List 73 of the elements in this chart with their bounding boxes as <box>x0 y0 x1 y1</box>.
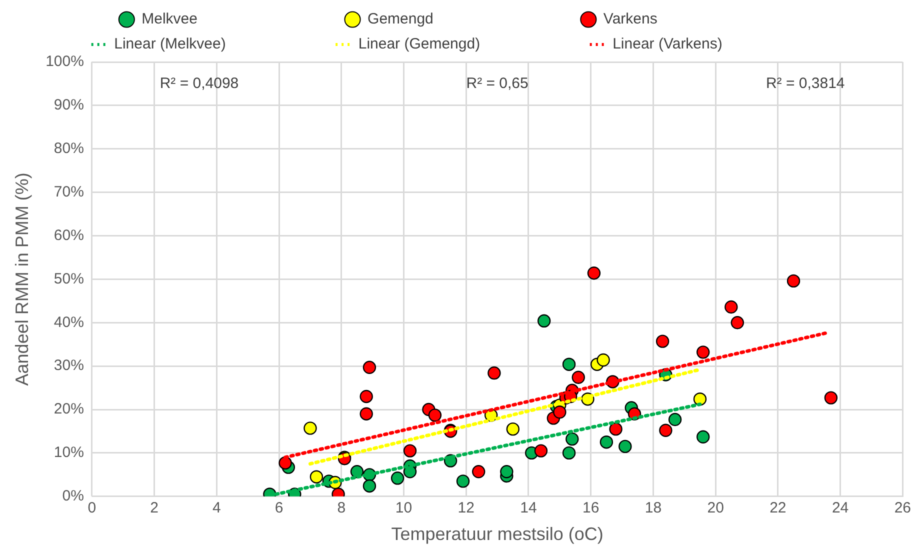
y-axis-title: Aandeel RMM in PMM (%) <box>12 172 32 386</box>
point <box>587 266 601 280</box>
legend-label: Linear (Melkvee) <box>114 36 326 53</box>
point <box>362 479 376 493</box>
point <box>362 360 376 374</box>
point <box>428 408 442 422</box>
point <box>596 353 610 367</box>
y-tick-label: 100% <box>46 53 84 70</box>
x-tick-label: 22 <box>770 500 786 517</box>
point <box>730 316 744 330</box>
point <box>618 440 632 454</box>
x-tick-label: 4 <box>212 500 221 517</box>
point <box>553 406 566 419</box>
point <box>824 391 838 404</box>
y-tick-label: 0% <box>62 488 84 505</box>
annotation: R² = 0,65 <box>466 75 528 92</box>
y-tick-label: 40% <box>54 314 84 331</box>
legend-label: Linear (Varkens) <box>612 36 822 53</box>
point <box>562 358 576 371</box>
point <box>310 470 324 484</box>
x-tick-label: 0 <box>88 500 96 517</box>
x-tick-label: 26 <box>894 500 911 517</box>
point <box>668 412 682 426</box>
point <box>534 444 548 458</box>
point <box>403 444 417 458</box>
point <box>572 370 585 384</box>
x-axis-title: Temperatuur mestsilo (oC) <box>391 524 604 544</box>
x-tick-label: 2 <box>150 500 158 517</box>
point <box>488 366 501 380</box>
y-tick-label: 80% <box>54 140 84 158</box>
point <box>562 446 576 460</box>
legend-label: Melkvee <box>142 10 336 28</box>
point <box>506 422 520 436</box>
y-tick-label: 10% <box>54 444 84 462</box>
y-tick-label: 90% <box>54 96 84 114</box>
y-tick-label: 60% <box>54 226 84 244</box>
point <box>600 436 614 449</box>
point <box>456 474 470 488</box>
y-tick-label: 70% <box>54 183 84 200</box>
x-tick-label: 16 <box>582 500 600 517</box>
x-tick-label: 10 <box>395 500 412 517</box>
y-tick-label: 30% <box>54 357 84 374</box>
x-tick-label: 24 <box>832 500 849 517</box>
point <box>360 390 373 404</box>
legend-label: Gemengd <box>368 10 571 28</box>
point <box>696 430 710 444</box>
legend-label: Linear (Gemengd) <box>358 36 580 53</box>
point <box>537 314 551 328</box>
point <box>724 300 738 314</box>
x-tick-label: 6 <box>274 500 284 517</box>
y-tick-label: 50% <box>54 270 84 288</box>
x-tick-label: 18 <box>644 500 662 517</box>
legend-label: Varkens <box>603 10 795 28</box>
point <box>696 346 710 359</box>
x-tick-label: 8 <box>337 500 346 517</box>
point <box>786 274 800 288</box>
point <box>360 407 373 420</box>
point <box>566 432 579 446</box>
point <box>609 422 622 436</box>
point <box>304 422 317 435</box>
x-tick-label: 12 <box>458 500 474 517</box>
point <box>500 465 514 478</box>
y-tick-label: 20% <box>54 400 84 418</box>
point <box>693 392 707 406</box>
x-tick-label: 14 <box>520 500 537 517</box>
point <box>390 472 404 485</box>
annotation: R² = 0,4098 <box>160 75 239 92</box>
point <box>278 456 292 470</box>
point <box>472 465 486 478</box>
point <box>659 424 672 437</box>
point <box>656 334 670 348</box>
x-tick-label: 20 <box>707 500 724 517</box>
annotation: R² = 0,3814 <box>766 75 845 92</box>
